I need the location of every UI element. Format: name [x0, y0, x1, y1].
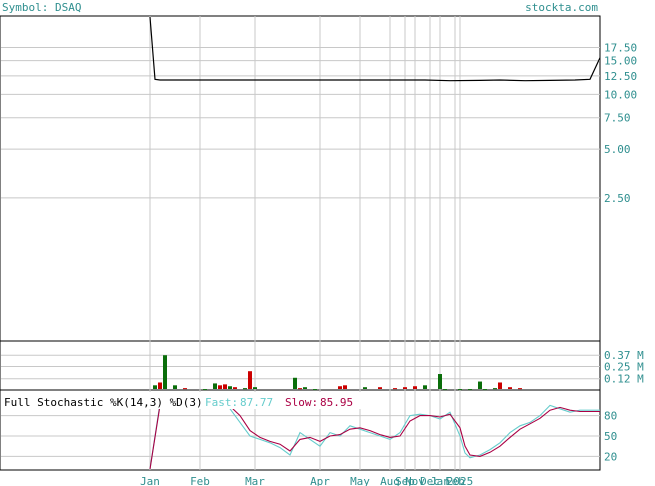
volume-bar [158, 382, 162, 389]
price-line [149, 16, 601, 82]
site-label: stockta.com [525, 1, 598, 14]
volume-bar [338, 386, 342, 389]
slow-label: Slow: [285, 396, 318, 409]
x-tick-label: Aug [380, 475, 400, 486]
volume-bar [218, 385, 222, 389]
volume-bar [393, 388, 397, 390]
y-tick-label: 0.12 M [604, 373, 644, 386]
volume-bar [223, 384, 227, 389]
y-tick-label: 50 [604, 430, 617, 443]
volume-bar [468, 389, 472, 391]
x-tick-label: Jan [430, 475, 450, 486]
volume-bar [303, 387, 307, 389]
volume-bar [163, 355, 167, 389]
y-tick-label: 5.00 [604, 143, 631, 156]
y-tick-label: 2.50 [604, 192, 631, 205]
y-tick-label: 12.50 [604, 70, 637, 83]
x-tick-label: 2025 [447, 475, 474, 486]
volume-bars [153, 355, 522, 391]
volume-bar [243, 388, 247, 390]
volume-bar [443, 389, 447, 391]
y-tick-label: 0.25 M [604, 361, 644, 374]
volume-bar [413, 386, 417, 389]
axis-labels: Jan Feb Mar Apr May AugSepNovDecJanFeb202517.… [140, 41, 644, 486]
volume-bar [483, 389, 487, 391]
volume-bar [423, 385, 427, 389]
volume-panel [0, 340, 601, 391]
volume-bar [213, 383, 217, 389]
volume-bar [248, 371, 252, 389]
volume-bar [438, 374, 442, 389]
volume-bar [153, 385, 157, 389]
volume-bar [508, 387, 512, 389]
x-tick-label: Mar [245, 475, 265, 486]
volume-bar [458, 389, 462, 391]
y-tick-label: 15.00 [604, 55, 637, 68]
x-tick-label: Sep [395, 475, 415, 486]
volume-bar [478, 381, 482, 389]
volume-bar [498, 382, 502, 389]
slow-value: 85.95 [320, 396, 353, 409]
x-tick-label: Dec [420, 475, 440, 486]
volume-bar [518, 388, 522, 390]
volume-bar [378, 387, 382, 389]
volume-bar [183, 388, 187, 390]
symbol-label: Symbol: DSAQ [2, 1, 81, 14]
volume-bar [203, 389, 207, 391]
volume-bar [343, 385, 347, 389]
volume-bar [298, 388, 302, 390]
volume-bar [233, 387, 237, 389]
volume-bar [403, 387, 407, 389]
fast-value: 87.77 [240, 396, 273, 409]
volume-bar [173, 385, 177, 389]
y-tick-label: 0.37 M [604, 349, 644, 362]
y-tick-label: 17.50 [604, 41, 637, 54]
price-series [149, 16, 601, 82]
y-tick-label: 7.50 [604, 112, 631, 125]
volume-bar [363, 387, 367, 389]
x-tick-label: Feb [445, 475, 465, 486]
y-tick-label: 80 [604, 410, 617, 423]
stochastic-title: Full Stochastic %K(14,3) %D(3) [4, 396, 203, 409]
x-tick-label: May [350, 475, 370, 486]
grid-lines [1, 16, 600, 470]
price-panel [0, 15, 601, 342]
x-tick-label: Jan [140, 475, 160, 486]
y-tick-label: 10.00 [604, 88, 637, 101]
volume-bar [313, 389, 317, 391]
y-tick-label: 20 [604, 450, 617, 463]
volume-bar [228, 386, 232, 389]
volume-bar [253, 387, 257, 389]
x-tick-label: Nov [405, 475, 425, 486]
volume-bar [493, 388, 497, 390]
volume-bar [293, 377, 297, 389]
x-tick-label: Feb [190, 475, 210, 486]
fast-label: Fast: [205, 396, 238, 409]
x-tick-label: Apr [310, 475, 330, 486]
